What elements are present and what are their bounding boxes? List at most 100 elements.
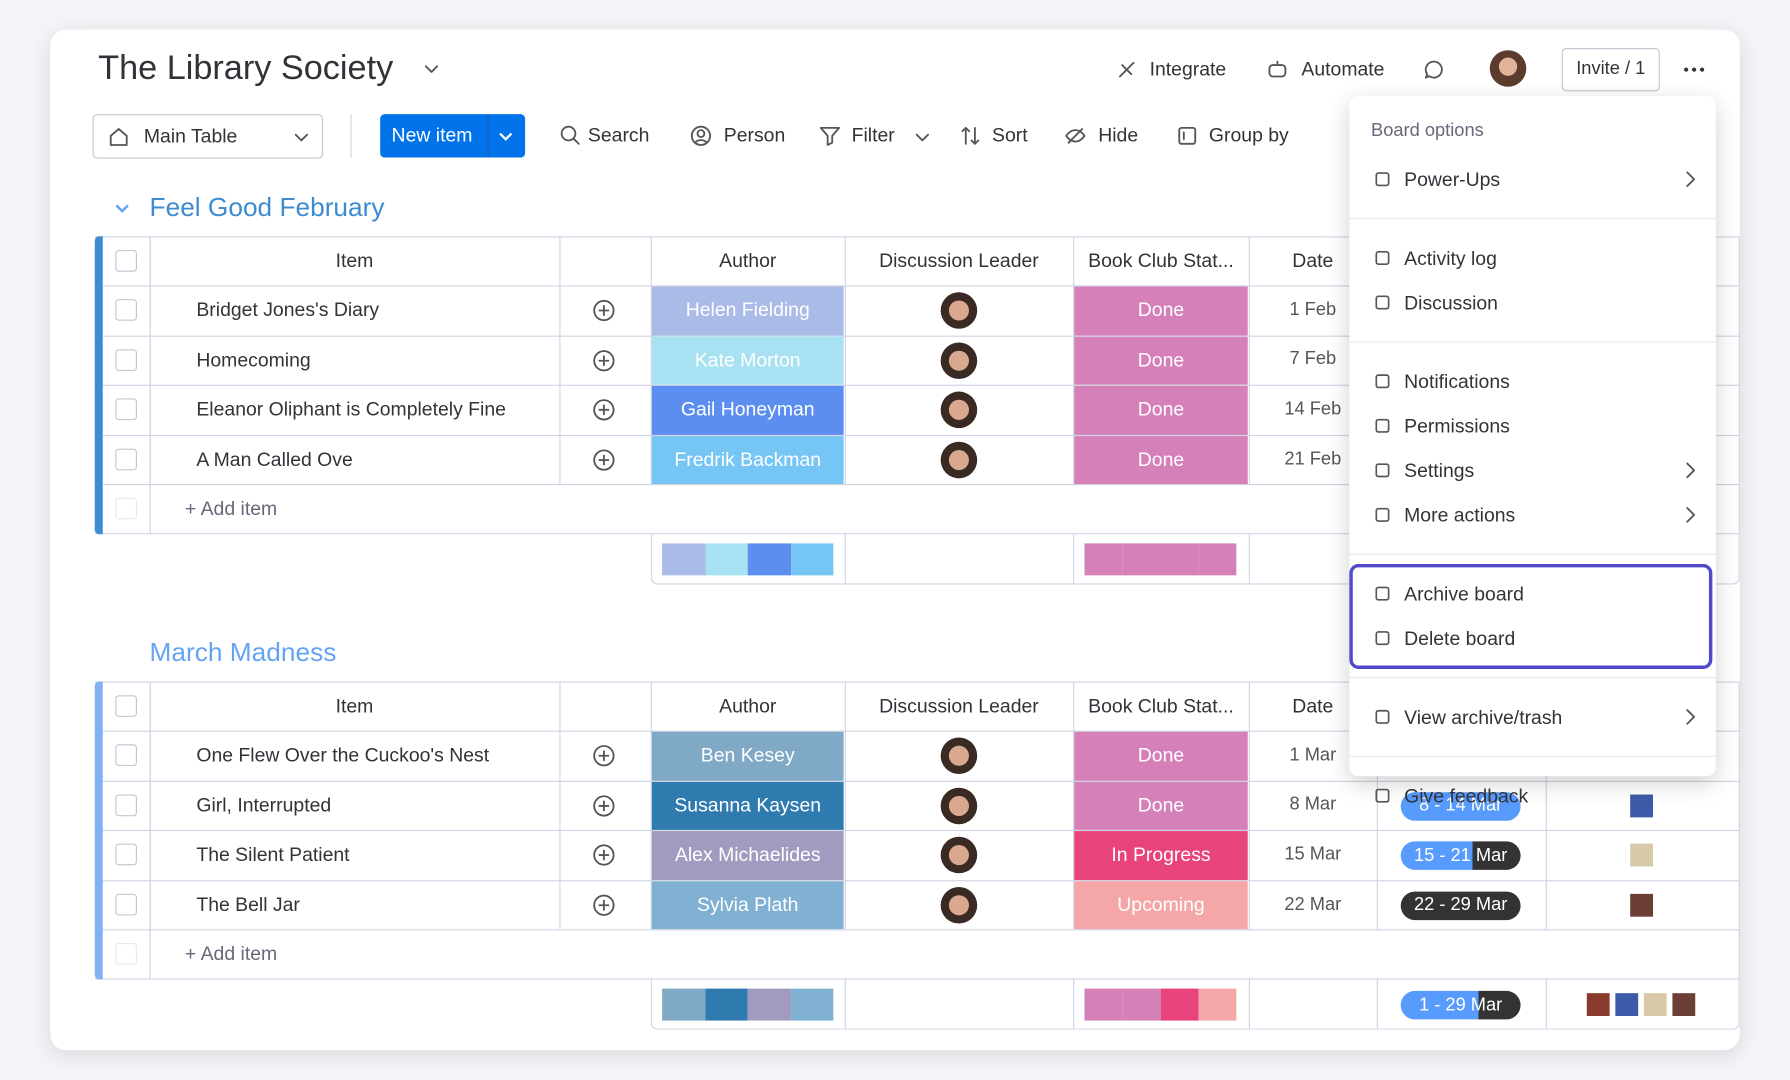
summary-frame: [650, 979, 1740, 1030]
date-cell: 15 Mar: [1284, 844, 1342, 865]
item-name[interactable]: The Silent Patient: [196, 843, 350, 866]
action-label[interactable]: Automate: [1301, 58, 1385, 80]
leader-avatar: [940, 886, 978, 924]
menu-item[interactable]: View archive/trash: [1404, 706, 1563, 729]
filter-chevron: [915, 133, 930, 142]
row-checkbox[interactable]: [115, 893, 137, 916]
divider: [350, 114, 352, 158]
menu-item[interactable]: Delete board: [1404, 627, 1516, 650]
invite-button[interactable]: Invite / 1: [1561, 47, 1660, 92]
row-checkbox[interactable]: [115, 744, 137, 767]
menu-item[interactable]: Power-Ups: [1404, 168, 1501, 191]
leader-avatar: [940, 441, 978, 479]
author-summary-seg: [662, 543, 705, 576]
tool-label[interactable]: Person: [723, 124, 786, 147]
col-divider: [844, 681, 846, 930]
column-header: Author: [719, 694, 777, 717]
status-cell[interactable]: Done: [1074, 435, 1248, 485]
action-label[interactable]: Integrate: [1149, 58, 1227, 80]
tool-label[interactable]: Group by: [1208, 124, 1289, 147]
row-line: [102, 484, 1740, 486]
tool-label[interactable]: Sort: [992, 124, 1028, 147]
comment-icon: [593, 349, 615, 371]
split: [487, 114, 489, 158]
add-item[interactable]: + Add item: [184, 498, 278, 520]
item-name[interactable]: The Bell Jar: [196, 893, 300, 916]
status-cell[interactable]: Done: [1074, 336, 1248, 385]
author-cell: Gail Honeyman: [651, 386, 844, 435]
menu-icon: [1375, 295, 1390, 310]
column-header: Book Club Stat...: [1088, 249, 1234, 272]
timeline-pill: 22 - 29 Mar: [1400, 891, 1521, 920]
header-checkbox[interactable]: [115, 695, 137, 717]
view-chevron: [294, 133, 308, 142]
menu-icon: [1375, 374, 1390, 389]
date-cell: 14 Feb: [1284, 399, 1342, 419]
timeline-summary: 1 - 29 Mar: [1400, 990, 1521, 1020]
row-checkbox[interactable]: [115, 348, 137, 371]
comment-icon: [593, 844, 615, 866]
menu-icon: [1375, 631, 1390, 646]
menu-item[interactable]: Notifications: [1404, 371, 1510, 393]
status-summary-seg: [1084, 543, 1123, 576]
menu-item[interactable]: More actions: [1404, 504, 1516, 527]
item-name[interactable]: Eleanor Oliphant is Completely Fine: [196, 398, 506, 421]
new-item-button[interactable]: New item: [380, 114, 526, 158]
col-divider: [1248, 236, 1251, 485]
column-header: Item: [335, 249, 374, 272]
menu-icon: [1375, 788, 1390, 803]
menu-item[interactable]: Discussion: [1404, 292, 1498, 314]
status-summary-seg: [1122, 988, 1161, 1021]
menu-item[interactable]: Give feedback: [1404, 785, 1529, 808]
file-thumb: [1615, 993, 1639, 1017]
item-name[interactable]: Bridget Jones's Diary: [196, 299, 380, 321]
row-checkbox[interactable]: [115, 448, 137, 471]
status-cell[interactable]: Upcoming: [1074, 881, 1248, 930]
row-line: [102, 780, 1740, 782]
header-checkbox[interactable]: [115, 250, 137, 272]
date-cell: 1 Mar: [1289, 745, 1337, 765]
item-name[interactable]: A Man Called Ove: [196, 448, 353, 471]
menu-title: Board options: [1371, 121, 1484, 141]
tool-label[interactable]: Search: [587, 124, 650, 147]
status-cell[interactable]: Done: [1074, 731, 1248, 781]
menu-item[interactable]: Activity log: [1404, 247, 1497, 270]
author-cell: Susanna Kaysen: [651, 781, 844, 831]
new-item-label: New item: [391, 124, 473, 147]
author-summary-seg: [662, 988, 705, 1021]
row-line: [102, 730, 1740, 732]
status-cell[interactable]: Done: [1074, 781, 1248, 831]
col-divider: [650, 681, 652, 930]
board-options-menu: Board options Power-Ups Activity log Discus…: [1349, 95, 1716, 807]
leader-avatar: [940, 737, 978, 774]
view-select[interactable]: Main Table: [92, 114, 324, 159]
menu-item[interactable]: Archive board: [1404, 583, 1524, 606]
item-name[interactable]: One Flew Over the Cuckoo's Nest: [196, 744, 490, 767]
menu-item[interactable]: Permissions: [1404, 415, 1510, 438]
row-checkbox[interactable]: [115, 398, 137, 421]
leader-avatar: [940, 787, 978, 824]
file-thumb: [1643, 993, 1667, 1017]
item-name[interactable]: Homecoming: [196, 348, 311, 371]
timeline-pill: 8 - 14 Mar: [1400, 791, 1521, 821]
row-checkbox[interactable]: [115, 794, 137, 816]
date-cell: 21 Feb: [1284, 449, 1342, 469]
col-divider: [844, 534, 846, 585]
status-cell[interactable]: Done: [1074, 286, 1248, 336]
comment-icon: [593, 894, 615, 916]
row-checkbox[interactable]: [115, 843, 137, 866]
menu-item[interactable]: Settings: [1404, 460, 1475, 482]
leader-avatar: [940, 292, 978, 329]
group-name[interactable]: March Madness: [149, 637, 337, 667]
tool-label[interactable]: Hide: [1098, 124, 1139, 147]
status-cell[interactable]: In Progress: [1074, 831, 1248, 880]
group-name[interactable]: Feel Good February: [149, 191, 385, 222]
row-checkbox[interactable]: [115, 299, 137, 321]
column-header: Item: [335, 694, 374, 717]
tool-label[interactable]: Filter: [851, 124, 895, 147]
leader-avatar: [940, 391, 978, 429]
item-name[interactable]: Girl, Interrupted: [196, 794, 332, 816]
author-summary-seg: [747, 988, 791, 1021]
status-cell[interactable]: Done: [1074, 386, 1248, 435]
add-item[interactable]: + Add item: [184, 943, 278, 966]
